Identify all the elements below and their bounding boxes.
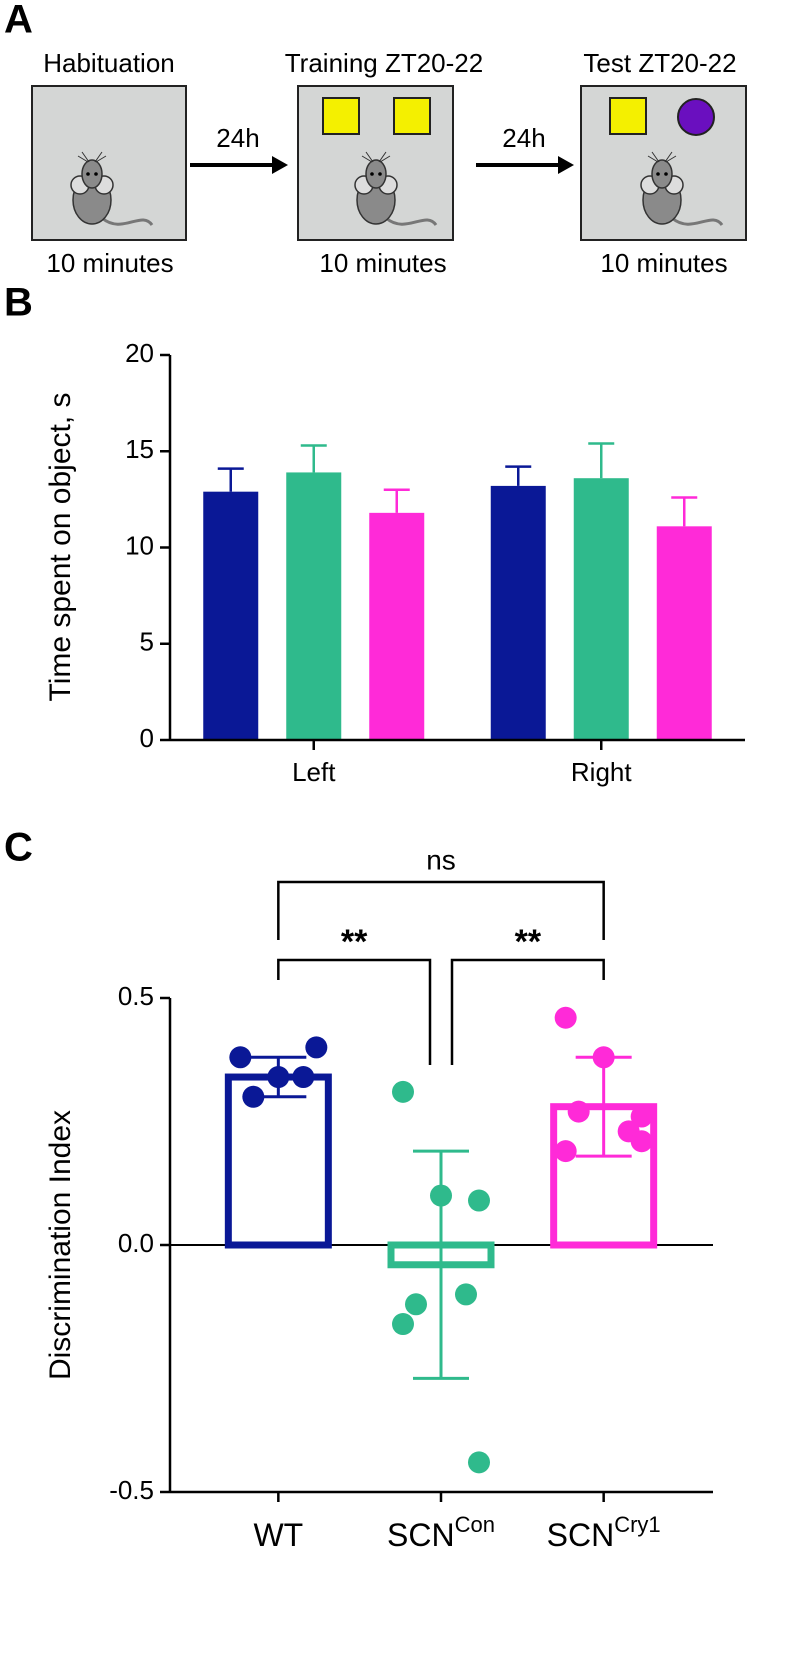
- stage-duration: 10 minutes: [600, 248, 727, 278]
- category-superscript: Con: [455, 1512, 495, 1537]
- bar: [656, 526, 712, 740]
- data-point: [392, 1080, 414, 1103]
- bar: [203, 491, 259, 740]
- arrow-label: 24h: [216, 123, 259, 153]
- significance-bracket: [277, 958, 432, 1065]
- bar: [573, 478, 629, 740]
- object: [393, 97, 431, 135]
- bar: [369, 512, 425, 740]
- object: [609, 97, 647, 135]
- data-point: [392, 1313, 414, 1336]
- y-tick-label: 20: [125, 338, 154, 368]
- bar: [286, 472, 342, 740]
- data-point: [405, 1293, 427, 1316]
- bar: [224, 1073, 332, 1249]
- y-tick-label: 0.5: [118, 981, 154, 1011]
- panel-label: A: [4, 0, 33, 42]
- x-tick-label: Right: [571, 757, 632, 787]
- arrow-head: [558, 156, 574, 174]
- stage-duration: 10 minutes: [46, 248, 173, 278]
- y-tick-label: 0: [140, 723, 154, 753]
- data-point: [630, 1130, 653, 1153]
- stage-title: Training ZT20-22: [285, 48, 483, 78]
- stage-title: Habituation: [43, 48, 175, 78]
- significance-bracket: [450, 958, 605, 1065]
- significance-label: **: [515, 923, 542, 961]
- panel-label: C: [4, 826, 33, 870]
- stage-title: Test ZT20-22: [583, 48, 736, 78]
- bar: [490, 485, 546, 740]
- significance-label: **: [341, 923, 368, 961]
- data-point: [305, 1036, 328, 1059]
- stage-duration: 10 minutes: [319, 248, 446, 278]
- y-tick-label: 10: [125, 530, 154, 560]
- y-axis-label: Time spent on object, s: [44, 392, 77, 701]
- arena: [31, 85, 187, 241]
- y-tick-label: 5: [140, 627, 154, 657]
- significance-label: ns: [426, 844, 456, 875]
- novel-object: [677, 98, 715, 136]
- x-tick-label: Left: [292, 757, 336, 787]
- data-point: [630, 1105, 653, 1128]
- y-tick-label: 0.0: [118, 1228, 154, 1258]
- data-point: [229, 1046, 252, 1069]
- panel-label: B: [4, 281, 33, 325]
- y-axis-label: Discrimination Index: [44, 1110, 77, 1380]
- x-tick-label: WT: [253, 1517, 303, 1553]
- object: [322, 97, 360, 135]
- category-name: SCN: [387, 1517, 455, 1553]
- data-point: [554, 1006, 577, 1029]
- x-tick-label: SCNCon: [387, 1512, 495, 1554]
- category-name: WT: [253, 1517, 303, 1553]
- category-name: SCN: [547, 1517, 615, 1553]
- x-tick-label: SCNCry1: [547, 1512, 661, 1554]
- data-point: [292, 1066, 315, 1089]
- data-point: [554, 1140, 577, 1163]
- arrow-label: 24h: [502, 123, 545, 153]
- data-point: [468, 1451, 490, 1474]
- data-point: [567, 1100, 590, 1123]
- data-point: [468, 1189, 490, 1212]
- y-tick-label: -0.5: [109, 1475, 154, 1505]
- arrow-head: [272, 156, 288, 174]
- data-point: [455, 1283, 477, 1306]
- category-superscript: Cry1: [614, 1512, 660, 1537]
- y-tick-label: 15: [125, 434, 154, 464]
- significance-bracket: [277, 880, 605, 940]
